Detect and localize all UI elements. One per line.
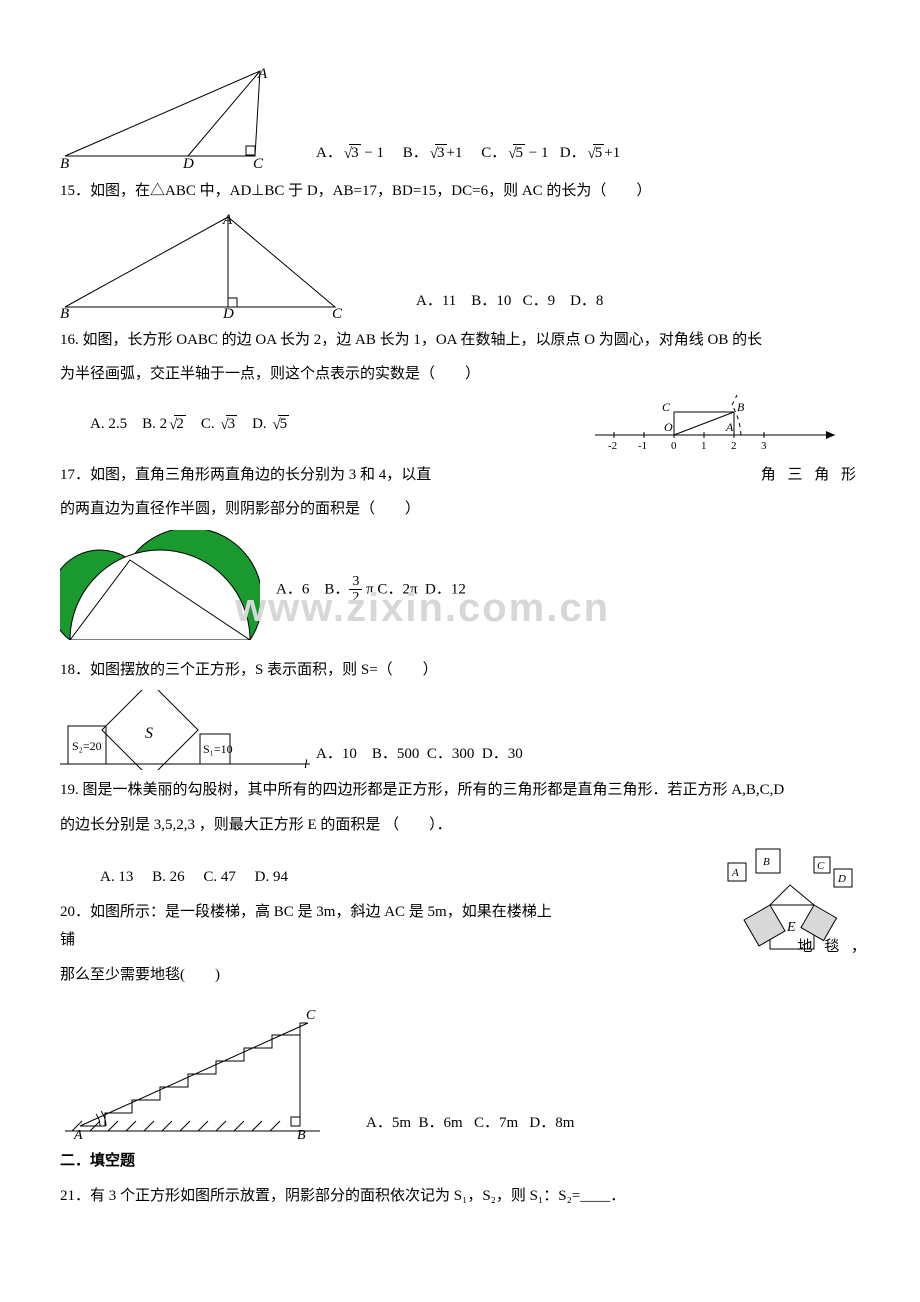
q15-row: B D C A A．11 B．10 C．9 D．8 xyxy=(60,212,860,320)
q17-figure xyxy=(60,530,260,650)
q19-line1: 19. 图是一株美丽的勾股树，其中所有的四边形都是正方形，所有的三角形都是直角三… xyxy=(60,776,860,805)
q18-figure: S₂=20 S S₁=10 l xyxy=(60,690,310,770)
q14-figure: B D C A xyxy=(60,66,280,171)
svg-text:l: l xyxy=(304,756,308,770)
svg-text:A: A xyxy=(731,867,739,879)
q16-line1: 16. 如图，长方形 OABC 的边 OA 长为 2，边 AB 长为 1，OA … xyxy=(60,326,860,355)
svg-text:1: 1 xyxy=(701,440,707,452)
q15-text: 15．如图，在△ABC 中，AD⊥BC 于 D，AB=17，BD=15，DC=6… xyxy=(60,177,860,206)
svg-text:-2: -2 xyxy=(608,440,617,452)
svg-text:B: B xyxy=(60,306,69,320)
svg-text:-1: -1 xyxy=(638,440,647,452)
svg-text:C: C xyxy=(332,306,343,320)
watermark: www.zixin.com.cn xyxy=(235,570,610,646)
q20-figure: A B C xyxy=(60,1001,330,1141)
svg-text:E: E xyxy=(786,920,796,935)
svg-text:A: A xyxy=(725,420,734,434)
q14-options: A．3 − 1 B．3+1 C．5 − 1 D．5+1 xyxy=(286,139,620,172)
q17-line1: 17．如图，直角三角形两直角边的长分别为 3 和 4，以直 角 三 角 形 xyxy=(60,461,860,490)
q18-options: A．10 B．500 C．300 D．30 xyxy=(316,740,523,771)
q20-row: A B C A．5m B．6m C．7m D．8m xyxy=(60,1001,860,1141)
svg-text:B: B xyxy=(763,856,770,868)
q16-line2: 为半径画弧，交正半轴于一点，则这个点表示的实数是（ ） xyxy=(60,360,860,389)
q21-text: 21．有 3 个正方形如图所示放置，阴影部分的面积依次记为 S₁，S₂，则 S₁… xyxy=(60,1182,860,1211)
svg-text:3: 3 xyxy=(761,440,767,452)
q19-line2: 的边长分别是 3,5,2,3 ，则最大正方形 E 的面积是 （ ）． xyxy=(60,811,860,840)
q18-row: S₂=20 S S₁=10 l A．10 B．500 C．300 D．30 xyxy=(60,690,860,770)
q20-line2: 那么至少需要地毯( ) xyxy=(60,961,714,990)
svg-text:2: 2 xyxy=(731,440,737,452)
q15-number: 15． xyxy=(60,183,90,199)
svg-text:C: C xyxy=(817,860,825,872)
svg-text:B: B xyxy=(60,156,69,171)
svg-text:0: 0 xyxy=(671,440,677,452)
svg-text:D: D xyxy=(222,306,234,320)
svg-text:S₂=20: S₂=20 xyxy=(72,739,102,753)
svg-text:D: D xyxy=(837,873,846,885)
svg-text:A: A xyxy=(73,1128,83,1141)
q16-options: A. 2.5 B. 22 C. 3 D. 5 xyxy=(60,410,289,439)
q15-options: A．11 B．10 C．9 D．8 xyxy=(366,287,603,320)
svg-text:B: B xyxy=(297,1128,306,1141)
svg-text:B: B xyxy=(737,400,745,414)
svg-text:S₁=10: S₁=10 xyxy=(203,742,233,756)
q19-options: A. 13 B. 26 C. 47 D. 94 xyxy=(60,845,714,892)
svg-text:A: A xyxy=(222,212,233,228)
svg-text:C: C xyxy=(306,1008,316,1023)
q20-options: A．5m B．6m C．7m D．8m xyxy=(336,1109,574,1142)
q14-row: B D C A A．3 − 1 B．3+1 C．5 − 1 D．5+1 xyxy=(60,66,860,171)
q18-text: 18．如图摆放的三个正方形，S 表示面积，则 S=（ ） xyxy=(60,656,860,685)
q20-line1: 20．如图所示：是一段楼梯，高 BC 是 3m，斜边 AC 是 5m，如果在楼梯… xyxy=(60,898,714,955)
svg-text:C: C xyxy=(662,400,671,414)
svg-text:A: A xyxy=(257,66,268,82)
svg-text:O: O xyxy=(664,420,673,434)
q15-figure: B D C A xyxy=(60,212,360,320)
svg-text:S: S xyxy=(145,725,153,742)
svg-text:D: D xyxy=(182,156,194,171)
q17-line2: 的两直边为直径作半圆，则阴影部分的面积是（ ） xyxy=(60,495,860,524)
q19-row: A. 13 B. 26 C. 47 D. 94 20．如图所示：是一段楼梯，高 … xyxy=(60,845,860,995)
q16-row: A. 2.5 B. 22 C. 3 D. 5 -2 -1 0 1 2 3 C B O … xyxy=(60,395,860,455)
svg-text:C: C xyxy=(253,156,264,171)
section-2-heading: 二．填空题 xyxy=(60,1147,860,1176)
q16-figure: -2 -1 0 1 2 3 C B O A xyxy=(590,395,850,455)
